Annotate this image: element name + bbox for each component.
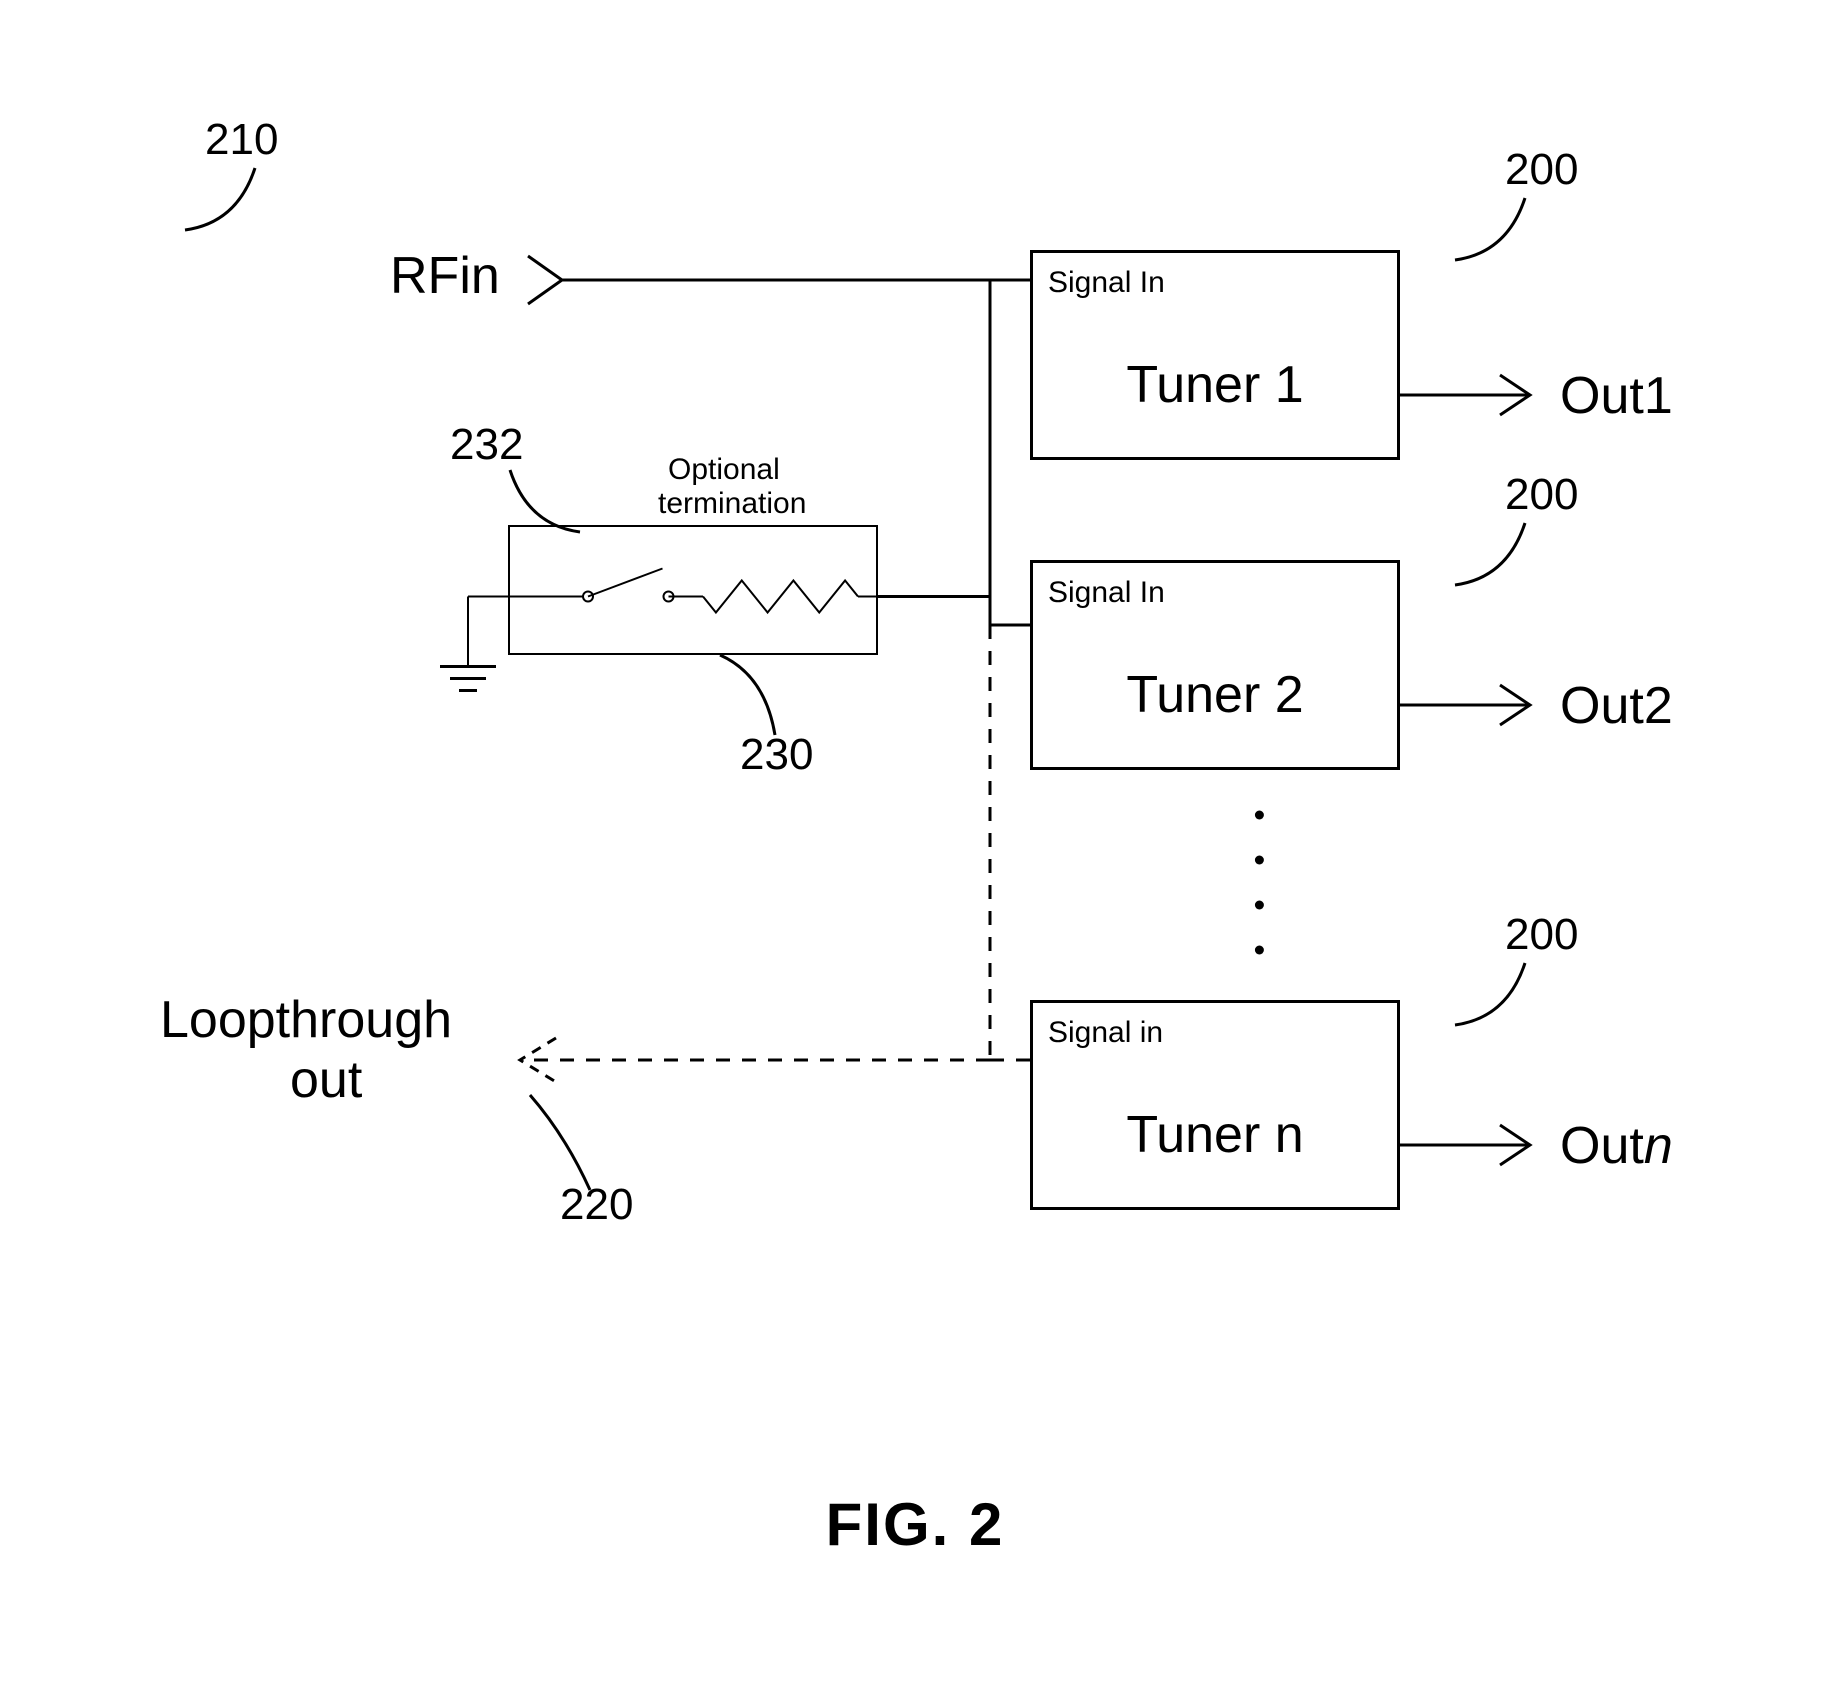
optional-term-1: Optional — [668, 453, 780, 487]
ref-220: 220 — [560, 1180, 633, 1230]
loopthrough-label-1: Loopthrough — [160, 990, 452, 1050]
out2-label: Out2 — [1560, 676, 1673, 736]
tunern-label: Tuner n — [1126, 1105, 1303, 1165]
ref-232: 232 — [450, 420, 523, 470]
loopthrough-label-2: out — [290, 1050, 362, 1110]
tuner1-label: Tuner 1 — [1126, 355, 1303, 415]
ref-200-1: 200 — [1505, 145, 1578, 195]
rfin-label: RFin — [390, 246, 500, 306]
termination-box — [508, 525, 878, 655]
ref-230: 230 — [740, 730, 813, 780]
ref-200-2: 200 — [1505, 470, 1578, 520]
outn-label: Outn — [1560, 1116, 1673, 1176]
signal-in-1: Signal In — [1048, 266, 1165, 300]
optional-term-2: termination — [658, 487, 806, 521]
out1-label: Out1 — [1560, 366, 1673, 426]
figure-label: FIG. 2 — [826, 1490, 1005, 1559]
signal-in-2: Signal In — [1048, 576, 1165, 610]
ref-200-n: 200 — [1505, 910, 1578, 960]
ref-210: 210 — [205, 115, 278, 165]
tuner2-label: Tuner 2 — [1126, 665, 1303, 725]
signal-in-n: Signal in — [1048, 1016, 1163, 1050]
